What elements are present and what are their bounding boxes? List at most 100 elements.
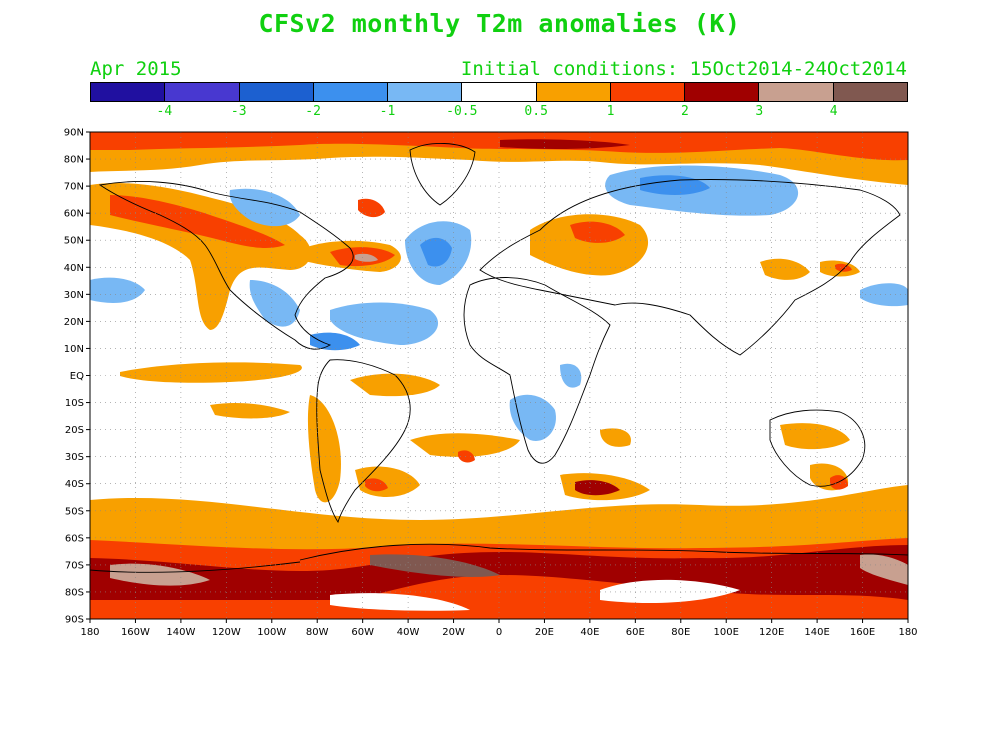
anomaly-region [860,554,908,585]
anomaly-region [110,195,285,248]
lat-label: 10N [64,344,84,355]
anomaly-region [600,579,740,603]
anomaly-region [90,132,908,161]
anomaly-region [330,302,439,345]
anomaly-region [307,395,341,503]
longitude-labels: 180 160W 140W 120W 100W 80W 60W 40W 20W 0 20E 40E 60… [80,627,917,638]
lon-label: 120E [759,627,784,638]
colorbar-swatch [759,83,834,101]
anomaly-region [640,175,710,195]
lat-label: 80N [64,155,84,166]
anomaly-region [410,433,520,457]
anomaly-region [365,478,388,492]
anomaly-region [509,394,556,441]
lat-label: 20N [64,317,84,328]
forecast-month: Apr 2015 [90,58,182,80]
anomaly-region [210,402,290,419]
lat-label: 10S [65,398,84,409]
lat-label: 30N [64,290,84,301]
anomaly-region [249,280,300,327]
lat-label: 30S [65,452,84,463]
colorbar-label: 4 [829,104,838,119]
anomaly-field [90,132,908,619]
lon-label: 100E [714,627,739,638]
latitude-labels: 90N 80N 70N 60N 50N 40N 30N 20N 10N EQ 10S 20S 30S 40… [64,128,84,626]
lon-label: 140E [804,627,829,638]
lat-label: 60S [65,533,84,544]
lat-label: 80S [65,587,84,598]
colorbar [90,82,908,102]
lon-label: 40W [397,627,420,638]
anomaly-region [500,139,630,150]
anomaly-region [110,563,210,586]
colorbar-swatch [165,83,240,101]
lon-label: 60W [351,627,374,638]
lon-label: 80E [671,627,690,638]
anomaly-region [420,237,452,267]
anomaly-region [575,480,620,496]
lon-label: 80W [306,627,329,638]
anomaly-region [458,450,475,463]
lon-label: 40E [580,627,599,638]
lat-label: 20S [65,425,84,436]
lon-label: 180 [898,627,917,638]
lat-label: EQ [70,371,84,382]
colorbar-label: 2 [680,104,689,119]
anomaly-region [90,277,145,303]
lon-label: 160E [850,627,875,638]
lat-label: 40N [64,263,84,274]
map-title: CFSv2 monthly T2m anomalies (K) [258,9,741,38]
anomaly-region [780,423,850,450]
anomaly-region [229,188,300,227]
lat-label: 70S [65,560,84,571]
lat-label: 50N [64,236,84,247]
anomaly-region [355,253,378,262]
anomaly-region [358,198,385,218]
colorbar-label: 3 [755,104,764,119]
anomaly-region [830,475,848,490]
anomaly-region [860,283,908,307]
lat-label: 90N [64,128,84,139]
anomaly-region [760,258,810,280]
anomaly-region [310,332,360,351]
lon-label: 180 [80,627,99,638]
lon-label: 0 [496,627,502,638]
anomaly-region [600,428,631,447]
colorbar-label: 0.5 [524,104,548,119]
anomaly-region [835,263,852,272]
colorbar-swatch [833,83,907,101]
colorbar-swatch [536,83,611,101]
anomaly-region [120,362,302,383]
lon-label: 120W [212,627,241,638]
colorbar-label: -4 [156,104,173,119]
colorbar-swatch [685,83,760,101]
coastlines [90,142,908,573]
colorbar-label: -2 [305,104,321,119]
lon-label: 20E [535,627,554,638]
lon-label: 140W [166,627,195,638]
initial-conditions: Initial conditions: 15Oct2014-24Oct2014 [460,58,907,80]
lon-label: 100W [257,627,286,638]
lon-label: 20W [442,627,465,638]
colorbar-swatch [462,83,537,101]
colorbar-swatch [91,83,166,101]
lat-label: 40S [65,479,84,490]
lon-label: 60E [626,627,645,638]
anomaly-region [570,221,625,243]
anomaly-region [350,373,440,397]
anomaly-region [370,554,500,577]
axis-ticks [86,131,909,623]
lat-label: 60N [64,209,84,220]
lon-label: 160W [121,627,150,638]
colorbar-swatch [313,83,389,101]
graticule [90,132,908,619]
colorbar-swatch [610,83,686,101]
colorbar-label: -0.5 [446,104,478,119]
colorbar-label: -3 [230,104,247,119]
colorbar-label: 1 [606,104,615,119]
anomaly-region [330,593,470,611]
lat-label: 70N [64,182,84,193]
colorbar-label: -1 [379,104,396,119]
lat-label: 50S [65,506,84,517]
